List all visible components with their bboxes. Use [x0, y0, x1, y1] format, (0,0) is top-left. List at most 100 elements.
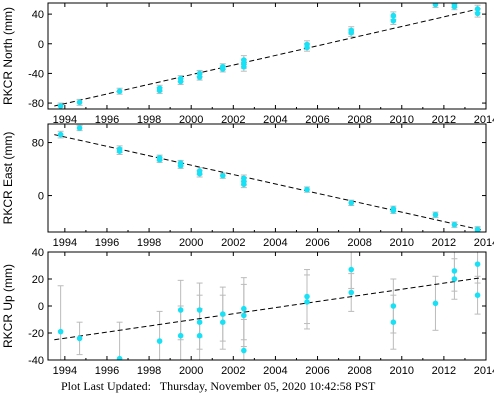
- x-tick-label-east-1994: 1994: [53, 237, 77, 249]
- data-point-up-8: [196, 332, 203, 339]
- x-tick-label-up-2002: 2002: [221, 365, 245, 377]
- x-tick-label-east-2000: 2000: [179, 237, 203, 249]
- data-point-up-7: [196, 319, 203, 326]
- data-point-up-9: [219, 311, 226, 317]
- data-point-up-12: [241, 312, 247, 319]
- x-tick-label-up-2012: 2012: [432, 365, 456, 377]
- panel-north: 1994 1996 1998 2000 2002 2004 2006 2008 2010 2012…: [1, 2, 494, 126]
- y-tick-label-east-80: 80: [32, 138, 44, 150]
- data-point-up-18: [390, 303, 397, 309]
- footer-timestamp: Thursday, November 05, 2020 10:42:58 PST: [159, 379, 376, 393]
- x-tick-label-east-1996: 1996: [95, 237, 119, 249]
- plot-frame-up: [47, 251, 487, 361]
- y-tick-label-up-0: 0: [38, 301, 44, 313]
- x-tick-label-north-2002: 2002: [221, 114, 245, 126]
- x-tick-label-north-2014: 2014: [474, 114, 494, 126]
- y-tick-label-up--20: -20: [28, 328, 44, 340]
- data-point-up-14: [304, 293, 310, 300]
- data-point-east-21: [474, 227, 481, 232]
- data-point-up-11: [241, 305, 247, 312]
- data-point-up-22: [451, 276, 458, 282]
- data-point-east-3: [116, 148, 123, 154]
- data-point-north-1: [76, 99, 83, 106]
- data-point-up-17: [348, 289, 355, 296]
- x-tick-label-up-2014: 2014: [474, 365, 494, 377]
- data-point-east-9: [196, 170, 203, 177]
- trend-line-east: [54, 134, 482, 231]
- plot-area-east: [54, 124, 482, 232]
- y-tick-label-up--40: -40: [28, 355, 44, 367]
- data-point-north-10: [219, 66, 226, 72]
- x-tick-label-up-2004: 2004: [263, 365, 287, 377]
- x-tick-label-north-2010: 2010: [390, 114, 414, 126]
- x-tick-label-north-1996: 1996: [95, 114, 119, 126]
- x-tick-label-up-1994: 1994: [53, 365, 77, 377]
- y-axis-title-east: RKCR East (mm): [1, 132, 15, 225]
- data-point-north-24: [474, 6, 481, 12]
- x-tick-label-east-1998: 1998: [137, 237, 161, 249]
- plot-area-north: [54, 3, 482, 109]
- x-tick-label-east-2002: 2002: [221, 237, 245, 249]
- data-point-up-5: [177, 332, 184, 339]
- y-tick-label-up-40: 40: [32, 247, 44, 259]
- data-point-east-0: [57, 131, 64, 138]
- data-point-north-4: [156, 87, 163, 94]
- data-point-north-22: [451, 3, 458, 8]
- x-tick-label-north-2006: 2006: [305, 114, 329, 126]
- plot-frame-east: [47, 123, 487, 233]
- data-point-up-19: [390, 319, 397, 326]
- x-tick-label-east-2012: 2012: [432, 237, 456, 249]
- x-tick-label-east-2006: 2006: [305, 237, 329, 249]
- data-point-east-15: [348, 200, 355, 206]
- y-tick-label-north-40: 40: [32, 9, 44, 21]
- data-point-up-10: [219, 319, 226, 326]
- data-point-up-16: [348, 266, 355, 273]
- x-tick-label-north-2012: 2012: [432, 114, 456, 126]
- plot-frame-north: [47, 2, 487, 110]
- data-point-up-2: [116, 355, 123, 360]
- data-point-up-24: [474, 292, 481, 299]
- x-tick-label-up-1996: 1996: [95, 365, 119, 377]
- x-tick-label-east-2004: 2004: [263, 237, 287, 249]
- data-point-east-18: [432, 211, 439, 218]
- x-tick-label-up-1998: 1998: [137, 365, 161, 377]
- x-tick-label-east-2010: 2010: [390, 237, 414, 249]
- trend-line-north: [54, 7, 482, 107]
- data-point-up-13: [241, 347, 247, 354]
- x-tick-label-up-2010: 2010: [390, 365, 414, 377]
- panel-up: 1994 1996 1998 2000 2002 2004 2006 2008 2010 2012…: [1, 247, 494, 377]
- data-point-north-6: [177, 78, 184, 85]
- x-tick-label-up-2006: 2006: [305, 365, 329, 377]
- data-point-up-21: [451, 268, 458, 274]
- footer-update-line: Plot Last Updated: Thursday, November 05…: [61, 379, 375, 394]
- y-axis-title-up: RKCR Up (mm): [1, 264, 15, 348]
- data-point-north-19: [390, 12, 397, 19]
- data-point-east-5: [156, 156, 163, 163]
- x-tick-label-up-2000: 2000: [179, 365, 203, 377]
- x-tick-label-north-2004: 2004: [263, 114, 287, 126]
- y-tick-label-north-0: 0: [38, 39, 44, 51]
- x-tick-label-east-2014: 2014: [474, 237, 494, 249]
- data-point-north-0: [57, 103, 64, 109]
- data-point-up-23: [474, 261, 481, 267]
- data-point-up-4: [177, 307, 184, 313]
- data-point-up-20: [432, 300, 439, 307]
- x-tick-label-north-2000: 2000: [179, 114, 203, 126]
- x-tick-label-up-2008: 2008: [347, 365, 371, 377]
- y-tick-label-north--80: -80: [28, 98, 44, 110]
- x-tick-label-east-2008: 2008: [347, 237, 371, 249]
- data-point-north-13: [241, 63, 247, 70]
- footer-label: Plot Last Updated:: [61, 379, 151, 393]
- data-point-north-18: [390, 17, 397, 24]
- data-point-north-2: [116, 88, 123, 95]
- data-point-east-7: [177, 162, 184, 169]
- data-point-east-19: [451, 221, 458, 228]
- data-point-north-15: [304, 44, 310, 51]
- panel-east: 1994 1996 1998 2000 2002 2004 2006 2008 2010 2012…: [1, 123, 494, 249]
- data-point-east-17: [390, 207, 397, 214]
- y-axis-title-north: RKCR North (mm): [1, 7, 15, 105]
- data-point-north-17: [348, 27, 355, 34]
- data-point-north-23: [474, 10, 481, 17]
- data-point-up-15: [304, 299, 310, 305]
- trend-line-up: [54, 277, 482, 341]
